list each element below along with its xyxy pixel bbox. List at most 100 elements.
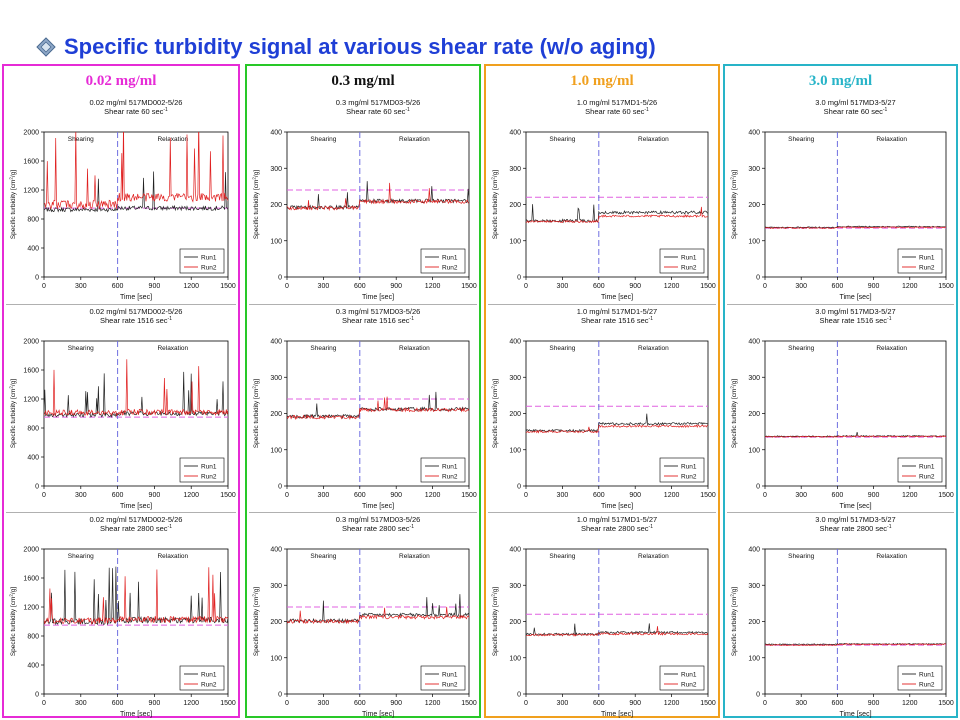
- x-tick-label: 600: [593, 492, 605, 499]
- y-tick-label: 200: [270, 619, 282, 626]
- y-tick-label: 200: [509, 619, 521, 626]
- y-axis-label: Specific turbidity [cm2/g]: [730, 170, 739, 240]
- legend-box: [659, 457, 705, 483]
- y-tick-label: 800: [27, 217, 39, 224]
- legend-label: Run1: [442, 464, 458, 471]
- legend-label: Run2: [681, 474, 697, 481]
- y-tick-label: 400: [27, 455, 39, 462]
- y-axis-label: Specific turbidity [cm2/g]: [252, 170, 261, 240]
- series-line-run2: [44, 359, 228, 417]
- region-label-relaxation: Relaxation: [399, 345, 430, 352]
- x-tick-label: 300: [75, 283, 87, 290]
- chart-panel: 0.3 mg/ml 517MD03-5/26 Shear rate 1516 se…: [249, 304, 477, 512]
- y-tick-label: 200: [748, 202, 760, 209]
- legend-box: [420, 248, 466, 274]
- x-tick-label: 1200: [902, 700, 918, 707]
- series-line-run1: [526, 623, 708, 636]
- y-tick-label: 300: [509, 375, 521, 382]
- chart-title: 3.0 mg/ml 517MD3-5/27: [815, 515, 895, 524]
- x-tick-label: 0: [285, 283, 289, 290]
- y-tick-label: 300: [748, 375, 760, 382]
- x-tick-label: 0: [524, 283, 528, 290]
- chart-subtitle: Shear rate 2800 sec-1: [581, 524, 653, 533]
- y-tick-label: 200: [270, 411, 282, 418]
- y-tick-label: 200: [748, 411, 760, 418]
- x-tick-label: 300: [795, 283, 807, 290]
- legend-box: [179, 665, 225, 691]
- column-panels: 1.0 mg/ml 517MD1-5/26 Shear rate 60 sec-1…: [488, 96, 716, 718]
- legend-box: [659, 248, 705, 274]
- y-axis-label-sup: 2: [252, 594, 257, 597]
- title-row: Specific turbidity signal at various she…: [36, 30, 656, 64]
- chart-subtitle-sup: -1: [168, 524, 173, 530]
- x-tick-label: 300: [557, 700, 569, 707]
- y-axis-label-sup: 2: [491, 386, 496, 389]
- y-axis-label-tail: /g]: [731, 170, 738, 177]
- region-label-shearing: Shearing: [68, 553, 94, 560]
- legend-label: Run2: [442, 474, 458, 481]
- x-axis-label: Time [sec]: [601, 711, 633, 718]
- legend-label: Run2: [919, 265, 935, 272]
- y-tick-label: 0: [517, 484, 521, 491]
- chart-panel: 0.3 mg/ml 517MD03-5/26 Shear rate 2800 se…: [249, 512, 477, 720]
- x-axis-label: Time [sec]: [601, 294, 633, 301]
- y-axis-label: Specific turbidity [cm2/g]: [9, 379, 18, 449]
- region-label-shearing: Shearing: [549, 553, 575, 560]
- chart-panel: 1.0 mg/ml 517MD1-5/27 Shear rate 1516 sec…: [488, 304, 716, 512]
- region-label-relaxation: Relaxation: [399, 553, 430, 560]
- x-tick-label: 1500: [700, 700, 716, 707]
- y-tick-label: 400: [509, 130, 521, 137]
- x-tick-label: 0: [42, 283, 46, 290]
- legend-label: Run1: [681, 464, 697, 471]
- series-line-run2: [765, 226, 946, 230]
- x-tick-label: 1500: [938, 700, 954, 707]
- region-label-relaxation: Relaxation: [157, 345, 188, 352]
- column-header: 0.3 mg/ml: [331, 73, 395, 89]
- y-tick-label: 1600: [23, 368, 39, 375]
- y-tick-label: 800: [27, 634, 39, 641]
- y-tick-label: 2000: [23, 130, 39, 137]
- chart-subtitle-sup: -1: [163, 107, 168, 113]
- region-label-shearing: Shearing: [549, 345, 575, 352]
- x-tick-label: 300: [557, 283, 569, 290]
- x-tick-label: 300: [318, 700, 330, 707]
- y-tick-label: 0: [278, 484, 282, 491]
- x-tick-label: 0: [524, 700, 528, 707]
- chart-panel: 0.3 mg/ml 517MD03-5/26 Shear rate 60 sec-…: [249, 96, 477, 303]
- chart-subtitle: Shear rate 60 sec-1: [346, 107, 410, 116]
- x-axis-label: Time [sec]: [839, 711, 871, 718]
- x-tick-label: 900: [629, 492, 641, 499]
- chart-title: 0.02 mg/ml 517MD002-5/26: [90, 515, 183, 524]
- chart-panel: 3.0 mg/ml 517MD3-5/27 Shear rate 2800 sec…: [727, 512, 954, 720]
- x-axis-label: Time [sec]: [362, 294, 394, 301]
- x-axis-label: Time [sec]: [362, 711, 394, 718]
- y-tick-label: 100: [509, 447, 521, 454]
- legend-label: Run2: [681, 682, 697, 689]
- region-label-relaxation: Relaxation: [876, 345, 907, 352]
- y-tick-label: 300: [509, 166, 521, 173]
- x-tick-label: 600: [593, 700, 605, 707]
- x-tick-label: 1200: [183, 700, 199, 707]
- x-tick-label: 0: [763, 700, 767, 707]
- y-axis-label: Specific turbidity [cm2/g]: [730, 379, 739, 449]
- y-tick-label: 400: [270, 130, 282, 137]
- series-line-run1: [287, 391, 469, 420]
- chart-subtitle-sup: -1: [887, 316, 892, 322]
- region-label-shearing: Shearing: [788, 345, 814, 352]
- x-tick-label: 600: [832, 492, 844, 499]
- chart-panel: 0.02 mg/ml 517MD002-5/26 Shear rate 60 se…: [6, 96, 236, 303]
- y-tick-label: 1200: [23, 397, 39, 404]
- legend-label: Run2: [681, 265, 697, 272]
- region-label-shearing: Shearing: [68, 136, 94, 143]
- region-label-relaxation: Relaxation: [876, 136, 907, 143]
- x-tick-label: 0: [285, 492, 289, 499]
- series-line-run2: [526, 626, 708, 637]
- chart-panel: 1.0 mg/ml 517MD1-5/27 Shear rate 2800 sec…: [488, 512, 716, 720]
- y-axis-label-sup: 2: [9, 594, 14, 597]
- chart-title: 1.0 mg/ml 517MD1-5/27: [577, 515, 657, 524]
- y-axis-label-tail: /g]: [492, 379, 499, 386]
- x-tick-label: 300: [318, 283, 330, 290]
- x-tick-label: 1200: [183, 283, 199, 290]
